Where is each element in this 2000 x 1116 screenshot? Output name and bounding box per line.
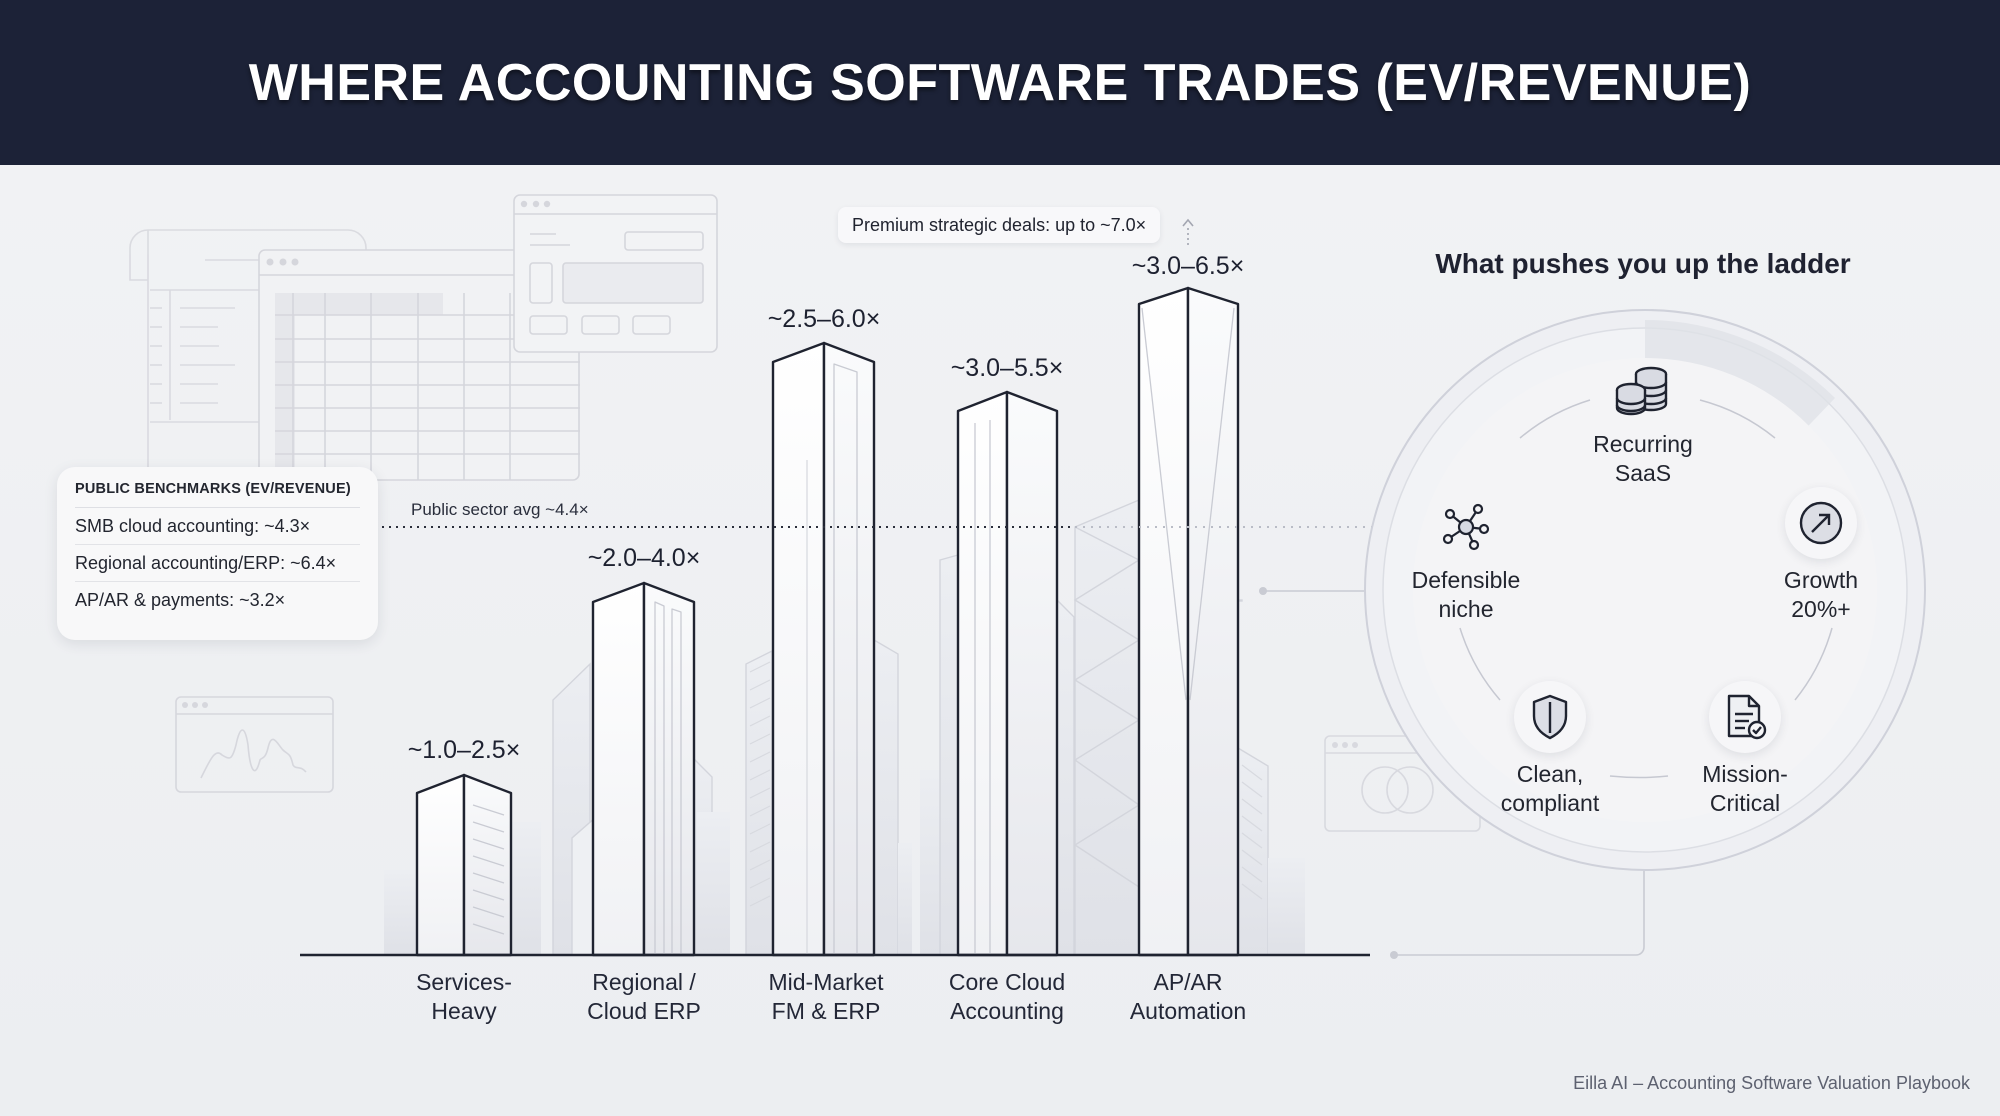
document-check-icon xyxy=(1709,681,1781,753)
driver-mission-critical: Mission- Critical xyxy=(1702,761,1788,816)
premium-deals-text: Premium strategic deals: up to ~7.0× xyxy=(852,214,1147,235)
bar-services-heavy xyxy=(415,773,513,957)
range-label-regional-cloud-erp: ~2.0–4.0× xyxy=(587,544,701,572)
premium-deals-callout: Premium strategic deals: up to ~7.0× xyxy=(838,207,1161,243)
background-form-window-illustration xyxy=(513,194,718,353)
connector-lines xyxy=(1259,587,1645,959)
bar-ap-ar-automation xyxy=(1137,286,1240,957)
range-label-services-heavy: ~1.0–2.5× xyxy=(407,736,521,764)
range-label-core-cloud: ~3.0–5.5× xyxy=(950,354,1064,382)
background-spreadsheet-illustration xyxy=(258,249,580,483)
benchmarks-title: PUBLIC BENCHMARKS (EV/REVENUE) xyxy=(75,481,360,508)
public-benchmarks-card: PUBLIC BENCHMARKS (EV/REVENUE) SMB cloud… xyxy=(57,467,378,640)
benchmark-row: Regional accounting/ERP: ~6.4× xyxy=(75,545,360,582)
header-banner: WHERE ACCOUNTING SOFTWARE TRADES (EV/REV… xyxy=(0,0,2000,165)
ladder-title: What pushes you up the ladder xyxy=(1435,248,1851,279)
range-label-mid-market: ~2.5–6.0× xyxy=(767,305,881,333)
background-chart-window-illustration xyxy=(175,696,334,793)
page-title: WHERE ACCOUNTING SOFTWARE TRADES (EV/REV… xyxy=(248,53,1752,112)
bar-mid-market-fm-erp xyxy=(771,341,876,957)
average-line-label: Public sector avg ~4.4× xyxy=(411,500,589,519)
premium-arrow xyxy=(1182,218,1194,246)
footer-credit: Eilla AI – Accounting Software Valuation… xyxy=(1573,1073,1970,1093)
bar-regional-cloud-erp xyxy=(591,581,696,957)
benchmark-row: AP/AR & payments: ~3.2× xyxy=(75,590,286,610)
driver-growth: Growth 20%+ xyxy=(1783,567,1859,622)
driver-recurring-saas: Recurring SaaS xyxy=(1593,431,1693,486)
network-hub-icon xyxy=(1438,499,1494,555)
driver-defensible-niche: Defensible niche xyxy=(1411,567,1521,622)
shield-icon xyxy=(1514,681,1586,753)
category-label-core-cloud: Core Cloud Accounting xyxy=(948,969,1066,1024)
category-label-ap-ar: AP/AR Automation xyxy=(1129,969,1247,1024)
driver-clean-compliant: Clean, compliant xyxy=(1500,761,1600,816)
bar-core-cloud-accounting xyxy=(956,390,1059,957)
arrow-up-right-circle-icon xyxy=(1785,487,1857,559)
benchmark-row: SMB cloud accounting: ~4.3× xyxy=(75,508,360,545)
category-label-services-heavy: Services- Heavy xyxy=(416,969,512,1024)
coins-stack-icon xyxy=(1611,360,1675,424)
category-label-regional-cloud-erp: Regional / Cloud ERP xyxy=(587,969,701,1024)
category-label-mid-market: Mid-Market FM & ERP xyxy=(768,969,884,1024)
range-label-ap-ar: ~3.0–6.5× xyxy=(1131,252,1245,280)
